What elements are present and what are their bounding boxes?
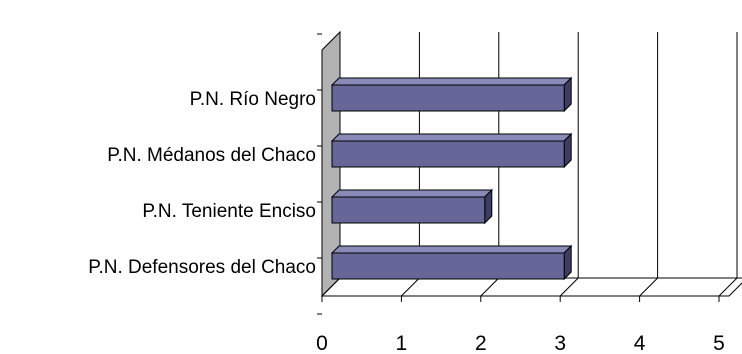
x-tick-label: 5 xyxy=(713,332,725,354)
bar-front xyxy=(331,84,565,112)
bar-top xyxy=(330,245,573,254)
x-tick-labels: 0 1 2 3 4 5 xyxy=(316,332,725,354)
x-tick-label: 3 xyxy=(554,332,566,354)
bar xyxy=(330,132,573,169)
bar xyxy=(330,188,494,225)
floor-grid-line xyxy=(718,277,738,297)
x-tick-label: 2 xyxy=(475,332,487,354)
category-labels: P.N. Defensores del Chaco P.N. Teniente E… xyxy=(88,89,316,278)
floor xyxy=(320,277,742,297)
bar-top xyxy=(330,77,573,86)
x-tick-label: 0 xyxy=(316,332,328,354)
bar-front xyxy=(331,196,486,224)
category-label: P.N. Defensores del Chaco xyxy=(88,257,316,278)
bar xyxy=(330,244,573,281)
category-label: P.N. Río Negro xyxy=(190,89,316,110)
category-label: P.N. Médanos del Chaco xyxy=(107,145,316,166)
bar-top xyxy=(330,133,573,142)
floor-grid-line xyxy=(401,277,420,297)
bars xyxy=(330,76,573,281)
floor-grid-line xyxy=(321,277,341,297)
bar-front xyxy=(331,252,565,280)
bar-top xyxy=(330,189,494,198)
floor-grid-line xyxy=(559,277,579,297)
category-label: P.N. Teniente Enciso xyxy=(142,201,316,222)
bar xyxy=(330,76,573,113)
x-tick-label: 1 xyxy=(396,332,408,354)
bar-front xyxy=(331,140,565,168)
x-tick-label: 4 xyxy=(634,332,646,354)
floor-grid-line xyxy=(480,277,500,297)
floor-grid-line xyxy=(639,277,658,297)
